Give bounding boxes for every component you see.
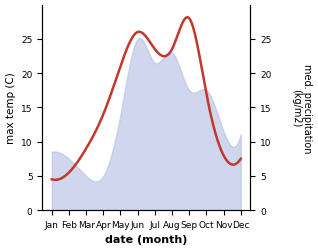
- X-axis label: date (month): date (month): [105, 234, 187, 244]
- Y-axis label: max temp (C): max temp (C): [5, 72, 16, 144]
- Y-axis label: med. precipitation
(kg/m2): med. precipitation (kg/m2): [291, 63, 313, 152]
